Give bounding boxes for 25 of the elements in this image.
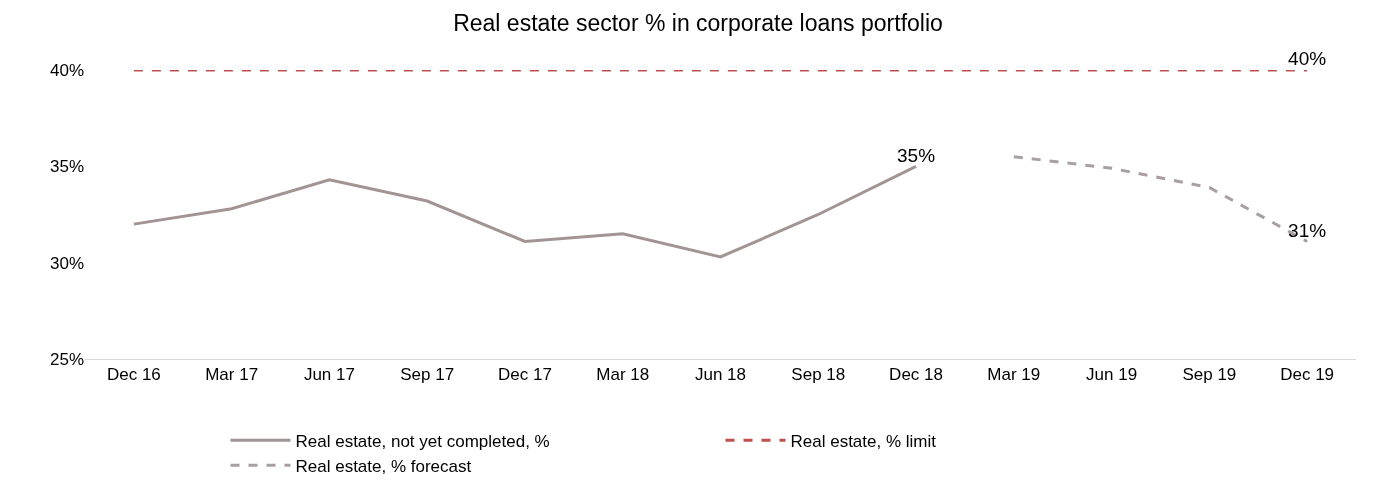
y-tick-label: 40%	[49, 60, 84, 80]
x-tick-label: Sep 18	[791, 365, 846, 385]
x-tick-label: Jun 19	[1086, 365, 1138, 385]
y-tick-label: 30%	[49, 253, 84, 273]
data-label: 40%	[1288, 48, 1327, 70]
x-tick-label: Mar 18	[596, 365, 650, 385]
x-tick-label: Dec 18	[889, 365, 943, 385]
x-tick-label: Jun 18	[694, 365, 747, 385]
y-tick-label: 25%	[49, 349, 84, 369]
line-series	[132, 164, 918, 259]
legend-label: Real estate, not yet completed, %	[295, 431, 550, 451]
legend-label: Real estate, % limit	[790, 431, 937, 451]
legend-label: Real estate, % forecast	[295, 456, 472, 476]
x-tick-label: Jun 17	[303, 365, 355, 385]
data-label: 31%	[1288, 219, 1327, 241]
x-tick-label: Dec 16	[106, 365, 161, 385]
data-label: 35%	[897, 144, 936, 166]
x-tick-label: Mar 19	[987, 365, 1041, 385]
y-tick-label: 35%	[49, 157, 84, 177]
x-tick-label: Sep 19	[1182, 365, 1237, 385]
x-tick-label: Mar 17	[205, 365, 259, 385]
x-tick-label: Dec 19	[1280, 365, 1335, 385]
x-tick-label: Dec 17	[498, 365, 552, 385]
chart-title: Real estate sector % in corporate loans portfolio	[453, 9, 943, 36]
x-tick-label: Sep 17	[400, 365, 455, 385]
